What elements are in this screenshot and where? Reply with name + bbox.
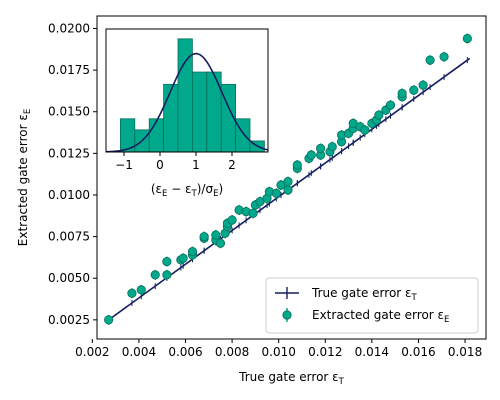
- extracted-point: [327, 142, 337, 152]
- extracted-point: [162, 270, 172, 280]
- histogram-bar: [163, 83, 179, 153]
- inset-x-tick-label: 2: [228, 158, 236, 172]
- main-plot: 0.002 0.004 0.006 0.008 0.010 0.012 0.014 0.016…: [16, 15, 487, 387]
- x-axis-label: True gate error εT: [238, 370, 345, 387]
- histogram-bar: [148, 118, 164, 153]
- legend-label-extracted-text: Extracted gate error ε: [312, 308, 444, 322]
- y-tick-label: 0.0075: [48, 230, 90, 244]
- extracted-point: [360, 125, 370, 135]
- x-tick-label: 0.014: [355, 345, 389, 359]
- inset-x-tick-label: −1: [115, 158, 133, 172]
- legend-extracted-point-swatch: [282, 310, 292, 320]
- y-tick-label: 0.0125: [48, 146, 90, 160]
- legend-label-extracted-sub: E: [444, 315, 449, 325]
- legend-label-true-sub: T: [411, 293, 418, 303]
- extracted-point: [104, 315, 114, 325]
- extracted-point: [418, 80, 428, 90]
- y-tick-label: 0.0025: [48, 313, 90, 327]
- extracted-point: [199, 232, 209, 242]
- extracted-point: [187, 246, 198, 257]
- extracted-point: [316, 143, 326, 153]
- extracted-point: [292, 160, 302, 170]
- x-tick-label: 0.010: [262, 345, 296, 359]
- extracted-point: [271, 188, 281, 198]
- legend-label-true-text: True gate error ε: [311, 286, 412, 300]
- inset-frame-top: [105, 28, 269, 153]
- series-extracted-gate-error: [104, 33, 472, 325]
- inset-x-axis-label-part: E: [213, 189, 218, 199]
- extracted-point: [227, 215, 237, 225]
- legend-frame: [265, 277, 479, 334]
- gaussian-fit-curve: [105, 52, 269, 153]
- x-tick-label: 0.002: [75, 345, 109, 359]
- x-tick-label: 0.012: [308, 345, 342, 359]
- legend-label-extracted: Extracted gate error εE: [312, 308, 449, 325]
- x-tick-label: 0.018: [448, 345, 482, 359]
- extracted-point: [136, 285, 146, 295]
- extracted-point: [385, 100, 396, 110]
- inset-x-axis-label-part: T: [191, 189, 198, 199]
- histogram-bar: [191, 71, 208, 153]
- y-axis-label-text: Extracted gate error ε: [16, 114, 30, 246]
- inset-x-axis-label-part: )/σ: [197, 182, 214, 196]
- inset-x-axis-label-close: ): [218, 182, 223, 196]
- extracted-point: [178, 253, 188, 263]
- extracted-point: [283, 185, 293, 195]
- y-tick-label: 0.0175: [48, 63, 90, 77]
- extracted-point: [439, 52, 449, 62]
- extracted-point: [397, 88, 407, 99]
- extracted-point: [211, 230, 221, 240]
- inset-x-axis-label: (εE − εT)/σE): [151, 182, 223, 199]
- extracted-point: [215, 238, 226, 248]
- extracted-point: [248, 208, 258, 218]
- y-axis-label: Extracted gate error εE: [16, 109, 33, 246]
- legend-label-true: True gate error εT: [311, 286, 418, 303]
- extracted-point: [127, 288, 137, 298]
- extracted-point: [162, 256, 172, 267]
- y-tick-label: 0.0200: [48, 21, 90, 35]
- inset-histogram: −1 0 1 2(εE − εT)/σE): [105, 28, 269, 199]
- x-tick-label: 0.008: [215, 345, 249, 359]
- x-axis-label-text: True gate error ε: [238, 370, 339, 384]
- y-tick-label: 0.0150: [48, 105, 90, 119]
- y-axis-label-sub: E: [23, 109, 33, 114]
- x-tick-label: 0.006: [168, 345, 202, 359]
- extracted-point: [306, 150, 316, 160]
- inset-x-axis-label-part: E: [162, 189, 167, 199]
- legend: True gate error εT Extracted gate error ε…: [265, 277, 479, 334]
- x-axis-label-sub: T: [338, 377, 345, 387]
- inset-x-axis-label-part: (ε: [151, 182, 162, 196]
- extracted-point: [425, 55, 435, 65]
- y-tick-label: 0.0100: [48, 188, 90, 202]
- inset-x-tick-label: 1: [192, 158, 200, 172]
- inset-x-tick-label: 0: [156, 158, 164, 172]
- extracted-point: [409, 85, 419, 95]
- y-tick-label: 0.0050: [48, 271, 90, 285]
- x-tick-label: 0.004: [122, 345, 156, 359]
- extracted-point: [150, 270, 160, 280]
- x-tick-label: 0.016: [401, 345, 435, 359]
- inset-x-axis-label-part: − ε: [167, 182, 191, 196]
- extracted-point: [462, 33, 472, 44]
- extracted-point: [283, 177, 293, 187]
- extracted-point: [374, 110, 384, 120]
